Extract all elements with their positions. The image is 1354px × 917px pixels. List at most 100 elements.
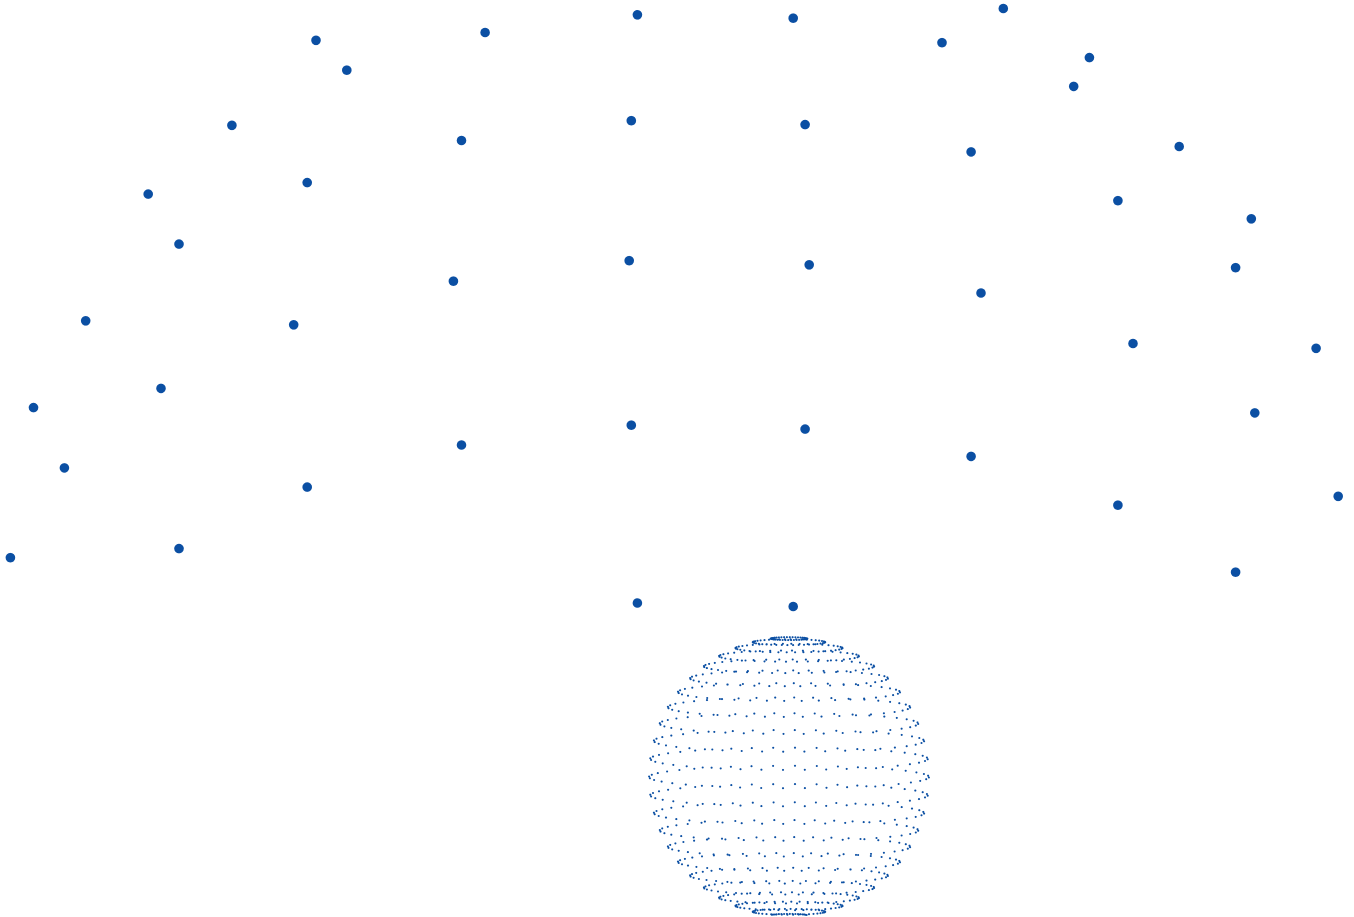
sphere-dot [814, 882, 817, 885]
sphere-dot [653, 741, 656, 744]
sphere-dot [882, 784, 885, 787]
sphere-dot [976, 288, 986, 298]
sphere-dot [692, 836, 695, 839]
sphere-dot [705, 699, 709, 702]
sphere-dot [922, 772, 925, 776]
sphere-dot [829, 659, 832, 662]
sphere-dot [835, 892, 838, 895]
sphere-dot [859, 731, 862, 734]
sphere-dot [906, 847, 909, 850]
sphere-dot [814, 684, 817, 687]
sphere-dot [743, 907, 746, 910]
sphere-dot [893, 818, 896, 821]
sphere-dot [721, 821, 724, 824]
sphere-dot [670, 726, 673, 729]
sphere-dot [790, 900, 793, 903]
sphere-dot [1230, 262, 1241, 273]
sphere-dot [817, 880, 820, 883]
sphere-dot [761, 750, 764, 753]
sphere-dot [682, 701, 685, 704]
sphere-dot [707, 837, 710, 840]
sphere-dot [669, 704, 672, 707]
sphere-dot [849, 671, 852, 674]
sphere-dot [656, 772, 659, 775]
sphere-dot [800, 908, 803, 911]
sphere-dot [901, 709, 904, 712]
sphere-dot [880, 680, 883, 683]
sphere-dot [710, 668, 713, 671]
sphere-dot [679, 750, 682, 753]
sphere-dot [679, 689, 682, 692]
sphere-dot [792, 913, 795, 916]
sphere-dot [748, 907, 751, 910]
sphere-dot [769, 908, 772, 911]
sphere-dot [719, 767, 722, 770]
sphere-dot [829, 881, 832, 884]
sphere-dot [869, 713, 873, 716]
sphere-dot [775, 682, 778, 685]
sphere-dot [874, 696, 878, 699]
sphere-dot [863, 867, 866, 870]
sphere-dot [782, 822, 785, 825]
sphere-dot [737, 697, 740, 700]
sphere-dot [772, 729, 775, 732]
sphere-dot [872, 731, 875, 734]
sphere-dot [905, 817, 908, 820]
sphere-dot [777, 636, 780, 639]
sphere-dot [918, 736, 921, 740]
sphere-dot [910, 807, 914, 810]
sphere-dot [632, 598, 643, 608]
sphere-dot [822, 650, 825, 653]
sphere-dot [854, 853, 858, 856]
sphere-dot [676, 690, 680, 693]
sphere-dot [919, 779, 922, 782]
sphere-dot [782, 839, 785, 842]
sphere-dot [784, 893, 787, 896]
sphere-dot [756, 909, 759, 912]
sphere-dot [780, 913, 783, 916]
sphere-dot [840, 659, 844, 663]
sphere-dot [797, 643, 800, 647]
sphere-dot [758, 671, 761, 674]
sphere-dot [874, 785, 877, 788]
sphere-dot [753, 819, 756, 822]
sphere-dot [814, 639, 817, 642]
sphere-dot [689, 676, 692, 680]
sphere-dot [735, 646, 738, 649]
sphere-dot [686, 864, 690, 867]
sphere-dot [736, 900, 739, 903]
sphere-dot [772, 636, 775, 639]
sphere-dot [729, 658, 732, 661]
sphere-dot [692, 876, 695, 879]
sphere-dot [883, 715, 886, 718]
sphere-dot [728, 854, 731, 857]
sphere-dot [719, 803, 722, 806]
sphere-dot [762, 732, 765, 735]
sphere-dot [683, 857, 686, 860]
sphere-dot [696, 731, 699, 734]
sphere-dot [801, 891, 804, 894]
sphere-dot [763, 639, 766, 642]
sphere-dot [752, 880, 755, 883]
sphere-dot [844, 821, 847, 824]
sphere-dot [903, 788, 906, 791]
sphere-dot [921, 754, 924, 757]
sphere-dot [887, 804, 890, 807]
sphere-dot [849, 698, 852, 701]
sphere-dot [734, 819, 737, 823]
sphere-dot [1311, 343, 1321, 354]
sphere-dot [824, 908, 827, 911]
sphere-dot [739, 881, 742, 884]
sphere-dot [863, 697, 866, 700]
sphere-dot [719, 653, 722, 657]
sphere-dot [838, 648, 841, 651]
sphere-dot [862, 748, 865, 751]
sphere-dot [884, 865, 887, 868]
sphere-dot [143, 189, 153, 199]
sphere-dot [1084, 52, 1095, 63]
sphere-dot [754, 911, 758, 915]
sphere-dot [798, 638, 801, 641]
sphere-dot [800, 424, 810, 434]
sphere-dot [914, 724, 917, 727]
